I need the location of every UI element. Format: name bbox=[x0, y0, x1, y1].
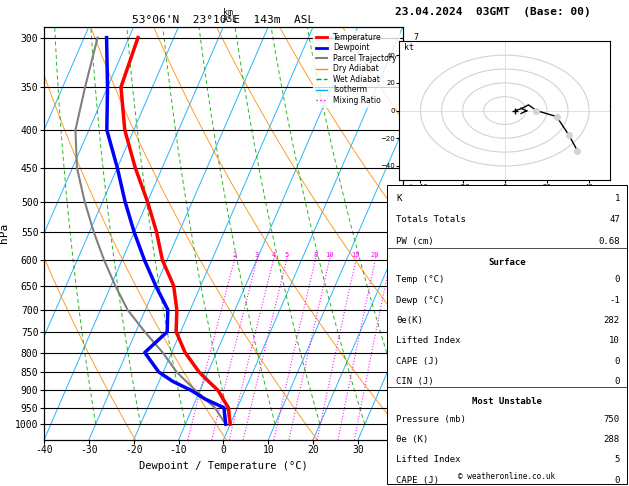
Text: 0: 0 bbox=[615, 276, 620, 284]
Y-axis label: Mixing Ratio (g/kg): Mixing Ratio (g/kg) bbox=[408, 182, 418, 284]
Text: LCL: LCL bbox=[414, 417, 428, 425]
Text: 0.68: 0.68 bbox=[598, 237, 620, 246]
Y-axis label: hPa: hPa bbox=[0, 223, 9, 243]
Text: Dewp (°C): Dewp (°C) bbox=[396, 296, 445, 305]
Text: 282: 282 bbox=[604, 316, 620, 325]
Text: K: K bbox=[396, 193, 402, 203]
Text: 5: 5 bbox=[615, 455, 620, 464]
Text: Most Unstable: Most Unstable bbox=[472, 398, 542, 406]
Text: 15: 15 bbox=[352, 252, 360, 258]
Text: 2: 2 bbox=[414, 367, 418, 377]
Text: 750: 750 bbox=[604, 415, 620, 424]
Text: 10: 10 bbox=[325, 252, 333, 258]
Text: Temp (°C): Temp (°C) bbox=[396, 276, 445, 284]
Text: CAPE (J): CAPE (J) bbox=[396, 357, 440, 366]
Text: 1: 1 bbox=[615, 193, 620, 203]
Text: 0: 0 bbox=[615, 377, 620, 386]
Text: -1: -1 bbox=[609, 296, 620, 305]
Text: 6: 6 bbox=[414, 125, 418, 135]
Text: 0: 0 bbox=[615, 476, 620, 485]
Text: PW (cm): PW (cm) bbox=[396, 237, 434, 246]
Text: 0: 0 bbox=[615, 357, 620, 366]
Text: 47: 47 bbox=[609, 215, 620, 224]
Text: kt: kt bbox=[404, 43, 414, 52]
Text: 4: 4 bbox=[271, 252, 276, 258]
FancyBboxPatch shape bbox=[387, 185, 627, 484]
Text: 25: 25 bbox=[386, 252, 395, 258]
X-axis label: Dewpoint / Temperature (°C): Dewpoint / Temperature (°C) bbox=[139, 461, 308, 471]
Text: 7: 7 bbox=[414, 33, 418, 42]
Text: Lifted Index: Lifted Index bbox=[396, 455, 461, 464]
Text: km: km bbox=[223, 8, 233, 17]
Text: 3: 3 bbox=[414, 305, 418, 314]
Text: ASL: ASL bbox=[223, 15, 238, 24]
Legend: Temperature, Dewpoint, Parcel Trajectory, Dry Adiabat, Wet Adiabat, Isotherm, Mi: Temperature, Dewpoint, Parcel Trajectory… bbox=[313, 31, 399, 107]
Text: Totals Totals: Totals Totals bbox=[396, 215, 466, 224]
Text: 2: 2 bbox=[232, 252, 237, 258]
Text: 3: 3 bbox=[255, 252, 259, 258]
Title: 53°06'N  23°10'E  143m  ASL: 53°06'N 23°10'E 143m ASL bbox=[132, 15, 314, 25]
Text: 10: 10 bbox=[609, 336, 620, 346]
Text: Surface: Surface bbox=[488, 258, 526, 267]
Text: 288: 288 bbox=[604, 435, 620, 444]
Text: Pressure (mb): Pressure (mb) bbox=[396, 415, 466, 424]
Text: CAPE (J): CAPE (J) bbox=[396, 476, 440, 485]
Text: © weatheronline.co.uk: © weatheronline.co.uk bbox=[459, 471, 555, 481]
Text: 5: 5 bbox=[414, 228, 418, 237]
Text: 23.04.2024  03GMT  (Base: 00): 23.04.2024 03GMT (Base: 00) bbox=[395, 7, 591, 17]
Text: 20: 20 bbox=[371, 252, 379, 258]
Text: CIN (J): CIN (J) bbox=[396, 377, 434, 386]
Text: θe (K): θe (K) bbox=[396, 435, 429, 444]
Text: θe(K): θe(K) bbox=[396, 316, 423, 325]
Text: Lifted Index: Lifted Index bbox=[396, 336, 461, 346]
Text: 5: 5 bbox=[284, 252, 289, 258]
Text: 1: 1 bbox=[414, 403, 418, 412]
Text: 8: 8 bbox=[313, 252, 318, 258]
